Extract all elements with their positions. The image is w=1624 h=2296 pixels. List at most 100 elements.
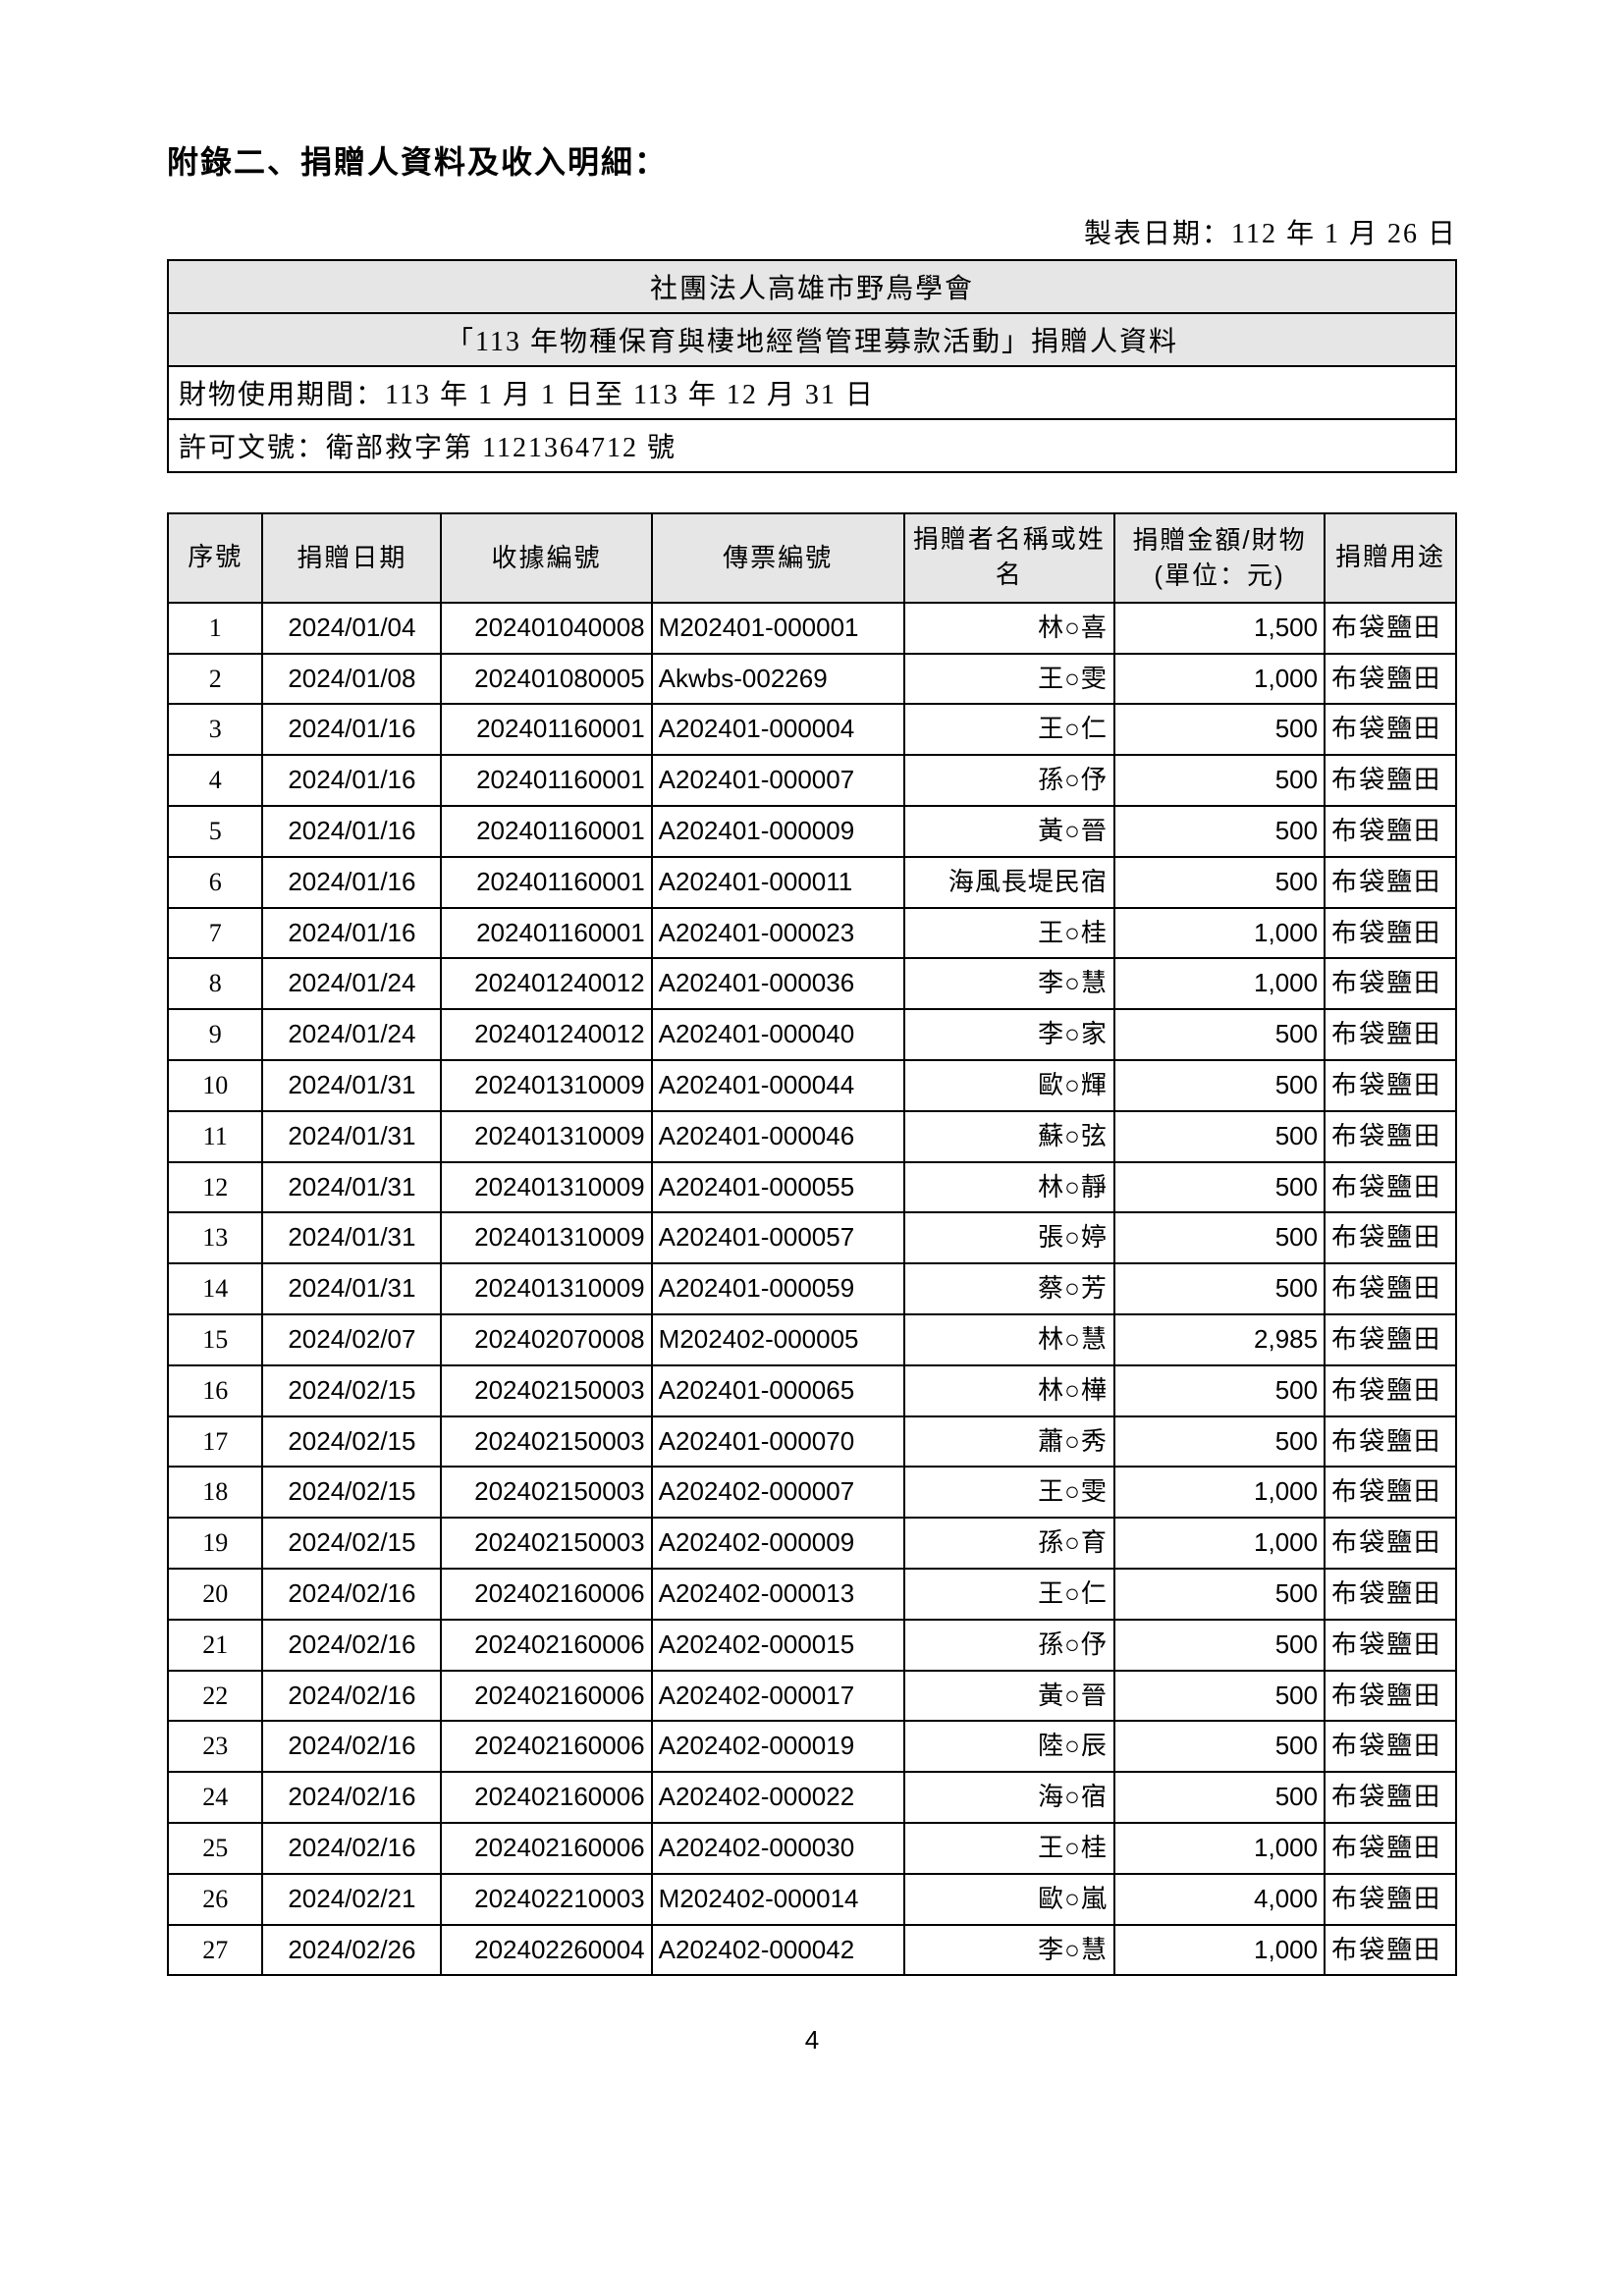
cell-seq: 2: [168, 654, 262, 705]
cell-date: 2024/02/21: [262, 1874, 441, 1925]
cell-amount: 1,000: [1114, 654, 1325, 705]
cell-seq: 25: [168, 1823, 262, 1874]
cell-voucher: A202401-000057: [652, 1212, 904, 1263]
cell-name: 孫○伃: [904, 1620, 1114, 1671]
cell-seq: 14: [168, 1263, 262, 1314]
cell-date: 2024/01/16: [262, 857, 441, 908]
cell-amount: 500: [1114, 1162, 1325, 1213]
cell-voucher: A202402-000042: [652, 1925, 904, 1976]
cell-use: 布袋鹽田: [1325, 1874, 1456, 1925]
cell-voucher: A202401-000009: [652, 806, 904, 857]
cell-seq: 26: [168, 1874, 262, 1925]
cell-date: 2024/02/15: [262, 1467, 441, 1518]
cell-seq: 16: [168, 1365, 262, 1416]
cell-date: 2024/02/26: [262, 1925, 441, 1976]
cell-voucher: A202402-000009: [652, 1518, 904, 1569]
cell-receipt: 202402260004: [441, 1925, 651, 1976]
cell-voucher: A202401-000036: [652, 958, 904, 1009]
cell-amount: 500: [1114, 1263, 1325, 1314]
col-seq-header: 序號: [168, 513, 262, 603]
cell-amount: 500: [1114, 755, 1325, 806]
cell-name: 王○桂: [904, 1823, 1114, 1874]
cell-receipt: 202402150003: [441, 1467, 651, 1518]
table-row: 32024/01/16202401160001A202401-000004王○仁…: [168, 704, 1456, 755]
cell-voucher: A202402-000030: [652, 1823, 904, 1874]
cell-amount: 2,985: [1114, 1314, 1325, 1365]
cell-name: 蔡○芳: [904, 1263, 1114, 1314]
cell-receipt: 202402160006: [441, 1620, 651, 1671]
cell-date: 2024/02/07: [262, 1314, 441, 1365]
cell-seq: 15: [168, 1314, 262, 1365]
cell-amount: 500: [1114, 1212, 1325, 1263]
cell-name: 李○慧: [904, 958, 1114, 1009]
cell-use: 布袋鹽田: [1325, 1212, 1456, 1263]
report-date: 製表日期：112 年 1 月 26 日: [167, 212, 1457, 251]
cell-use: 布袋鹽田: [1325, 603, 1456, 654]
cell-date: 2024/02/16: [262, 1620, 441, 1671]
cell-seq: 4: [168, 755, 262, 806]
cell-voucher: A202401-000040: [652, 1009, 904, 1060]
cell-date: 2024/02/15: [262, 1416, 441, 1468]
cell-date: 2024/01/31: [262, 1263, 441, 1314]
table-row: 152024/02/07202402070008M202402-000005林○…: [168, 1314, 1456, 1365]
table-row: 102024/01/31202401310009A202401-000044歐○…: [168, 1060, 1456, 1111]
cell-amount: 1,000: [1114, 1467, 1325, 1518]
cell-receipt: 202402210003: [441, 1874, 651, 1925]
cell-date: 2024/02/16: [262, 1772, 441, 1823]
cell-use: 布袋鹽田: [1325, 958, 1456, 1009]
table-row: 272024/02/26202402260004A202402-000042李○…: [168, 1925, 1456, 1976]
table-row: 172024/02/15202402150003A202401-000070蕭○…: [168, 1416, 1456, 1468]
col-use-header: 捐贈用途: [1325, 513, 1456, 603]
cell-voucher: A202402-000017: [652, 1671, 904, 1722]
cell-voucher: M202401-000001: [652, 603, 904, 654]
cell-seq: 7: [168, 908, 262, 959]
cell-date: 2024/02/15: [262, 1518, 441, 1569]
col-voucher-header: 傳票編號: [652, 513, 904, 603]
cell-use: 布袋鹽田: [1325, 857, 1456, 908]
cell-date: 2024/02/16: [262, 1823, 441, 1874]
cell-amount: 500: [1114, 1009, 1325, 1060]
table-row: 252024/02/16202402160006A202402-000030王○…: [168, 1823, 1456, 1874]
cell-name: 王○雯: [904, 1467, 1114, 1518]
cell-use: 布袋鹽田: [1325, 1721, 1456, 1772]
cell-amount: 1,000: [1114, 1518, 1325, 1569]
cell-amount: 500: [1114, 1569, 1325, 1620]
cell-voucher: A202401-000065: [652, 1365, 904, 1416]
activity-name: 「113 年物種保育與棲地經營管理募款活動」捐贈人資料: [168, 313, 1456, 366]
cell-name: 黃○晉: [904, 806, 1114, 857]
cell-receipt: 202402150003: [441, 1416, 651, 1468]
cell-receipt: 202401160001: [441, 806, 651, 857]
cell-amount: 1,500: [1114, 603, 1325, 654]
cell-receipt: 202402150003: [441, 1518, 651, 1569]
table-header-row: 序號 捐贈日期 收據編號 傳票編號 捐贈者名稱或姓名 捐贈金額/財物(單位：元)…: [168, 513, 1456, 603]
cell-receipt: 202402160006: [441, 1772, 651, 1823]
cell-receipt: 202401310009: [441, 1060, 651, 1111]
cell-amount: 500: [1114, 1111, 1325, 1162]
cell-seq: 13: [168, 1212, 262, 1263]
cell-use: 布袋鹽田: [1325, 1620, 1456, 1671]
cell-name: 林○喜: [904, 603, 1114, 654]
cell-seq: 12: [168, 1162, 262, 1213]
cell-date: 2024/02/16: [262, 1569, 441, 1620]
cell-voucher: A202402-000019: [652, 1721, 904, 1772]
permit-number: 許可文號：衛部救字第 1121364712 號: [168, 419, 1456, 472]
cell-date: 2024/01/24: [262, 958, 441, 1009]
cell-use: 布袋鹽田: [1325, 1467, 1456, 1518]
cell-receipt: 202401160001: [441, 908, 651, 959]
cell-name: 黃○晉: [904, 1671, 1114, 1722]
cell-receipt: 202401240012: [441, 1009, 651, 1060]
cell-amount: 500: [1114, 1721, 1325, 1772]
cell-name: 王○仁: [904, 1569, 1114, 1620]
cell-seq: 24: [168, 1772, 262, 1823]
cell-seq: 9: [168, 1009, 262, 1060]
table-row: 52024/01/16202401160001A202401-000009黃○晉…: [168, 806, 1456, 857]
cell-name: 海風長堤民宿: [904, 857, 1114, 908]
cell-receipt: 202401310009: [441, 1212, 651, 1263]
cell-voucher: A202402-000013: [652, 1569, 904, 1620]
cell-seq: 22: [168, 1671, 262, 1722]
cell-voucher: A202402-000022: [652, 1772, 904, 1823]
table-row: 242024/02/16202402160006A202402-000022海○…: [168, 1772, 1456, 1823]
col-date-header: 捐贈日期: [262, 513, 441, 603]
table-row: 202024/02/16202402160006A202402-000013王○…: [168, 1569, 1456, 1620]
cell-receipt: 202402160006: [441, 1671, 651, 1722]
